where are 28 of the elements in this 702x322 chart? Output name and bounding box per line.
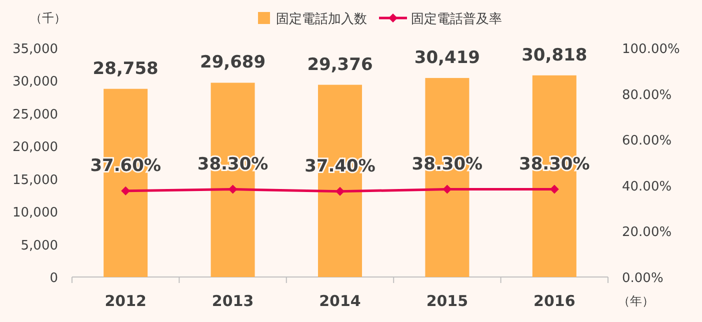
y2-tick-label: 100.00% xyxy=(622,42,680,57)
y-tick-label: 0 xyxy=(50,271,58,286)
x-axis-title: （年） xyxy=(618,294,654,308)
y-tick-label: 10,000 xyxy=(12,206,58,221)
y-axis-title: （千） xyxy=(30,11,66,25)
x-tick-label: 2014 xyxy=(319,292,361,310)
y2-tick-label: 40.00% xyxy=(622,179,672,194)
x-tick-label: 2012 xyxy=(104,292,146,310)
data-label: 30,419 xyxy=(414,48,480,68)
data-label: 28,758 xyxy=(92,58,158,79)
data-label: 29,376 xyxy=(307,54,373,75)
legend-label: 固定電話普及率 xyxy=(411,11,502,27)
y-tick-label: 5,000 xyxy=(20,238,58,254)
x-tick-label: 2016 xyxy=(534,292,576,310)
x-tick-label: 2015 xyxy=(426,292,468,310)
y-tick-label: 35,000 xyxy=(12,42,58,57)
y2-tick-label: 60.00% xyxy=(622,134,672,149)
y-tick-label: 20,000 xyxy=(12,140,58,156)
y2-tick-label: 0.00% xyxy=(622,271,664,286)
y-tick-label: 15,000 xyxy=(12,172,58,188)
legend-label: 固定電話加入数 xyxy=(276,12,367,27)
data-label: 29,689 xyxy=(200,52,266,73)
y-tick-label: 25,000 xyxy=(12,107,58,122)
y2-tick-label: 80.00% xyxy=(622,88,672,103)
y2-tick-label: 20.00% xyxy=(622,225,672,240)
x-tick-label: 2013 xyxy=(212,292,254,310)
y-tick-label: 30,000 xyxy=(12,74,58,90)
data-label: 30,818 xyxy=(522,45,588,66)
